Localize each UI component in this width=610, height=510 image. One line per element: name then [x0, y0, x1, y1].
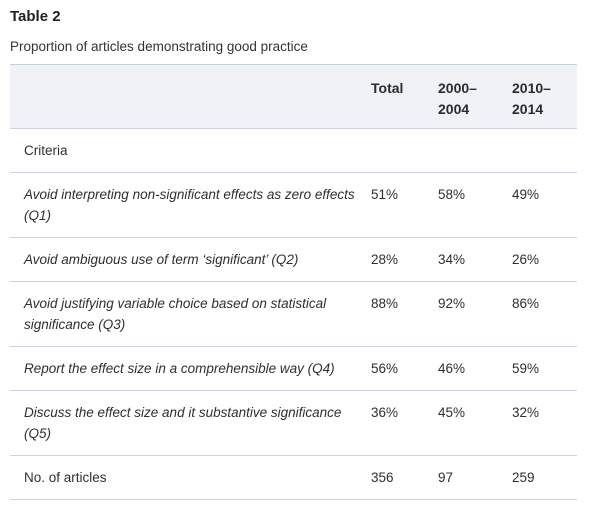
- row-label: Avoid justifying variable choice based o…: [10, 281, 363, 347]
- row-label: Report the effect size in a comprehensib…: [10, 346, 363, 391]
- good-practice-table: Total 2000–2004 2010–2014 Criteria Avoid…: [10, 64, 577, 500]
- cell-period1: 34%: [430, 237, 504, 282]
- cell-period1: 58%: [430, 172, 504, 238]
- header-criteria-spacer: [10, 64, 363, 129]
- row-label: Avoid ambiguous use of term ‘significant…: [10, 237, 363, 282]
- cell-period2: 49%: [504, 172, 577, 238]
- cell-period2: 259: [504, 455, 577, 500]
- table-row-q1: Avoid interpreting non-significant effec…: [10, 172, 577, 238]
- table-title: Table 2: [10, 8, 61, 25]
- row-label: Avoid interpreting non-significant effec…: [10, 172, 363, 238]
- cell-total: 56%: [363, 346, 430, 391]
- row-label: No. of articles: [10, 455, 363, 500]
- row-label: Discuss the effect size and it substanti…: [10, 390, 363, 456]
- cell-period2: 26%: [504, 237, 577, 282]
- table-cell: [504, 128, 577, 173]
- cell-total: 36%: [363, 390, 430, 456]
- table-row-no-of-articles: No. of articles 356 97 259: [10, 455, 577, 500]
- cell-period1: 97: [430, 455, 504, 500]
- table-row-q4: Report the effect size in a comprehensib…: [10, 346, 577, 391]
- table-row-q3: Avoid justifying variable choice based o…: [10, 281, 577, 347]
- cell-period1: 92%: [430, 281, 504, 347]
- table-cell: [430, 128, 504, 173]
- cell-total: 88%: [363, 281, 430, 347]
- table-caption: Proportion of articles demonstrating goo…: [10, 39, 308, 54]
- cell-total: 51%: [363, 172, 430, 238]
- cell-total: 28%: [363, 237, 430, 282]
- header-total: Total: [363, 64, 430, 129]
- header-period-2000-2004: 2000–2004: [430, 64, 504, 129]
- table-row-q5: Discuss the effect size and it substanti…: [10, 390, 577, 456]
- cell-period2: 32%: [504, 390, 577, 456]
- header-period-2010-2014: 2010–2014: [504, 64, 577, 129]
- header-row: Total 2000–2004 2010–2014: [10, 64, 577, 129]
- cell-total: 356: [363, 455, 430, 500]
- table-cell: [363, 128, 430, 173]
- section-row: Criteria: [10, 128, 577, 173]
- cell-period2: 86%: [504, 281, 577, 347]
- cell-period1: 45%: [430, 390, 504, 456]
- cell-period2: 59%: [504, 346, 577, 391]
- table-row-q2: Avoid ambiguous use of term ‘significant…: [10, 237, 577, 282]
- section-label: Criteria: [10, 128, 363, 173]
- cell-period1: 46%: [430, 346, 504, 391]
